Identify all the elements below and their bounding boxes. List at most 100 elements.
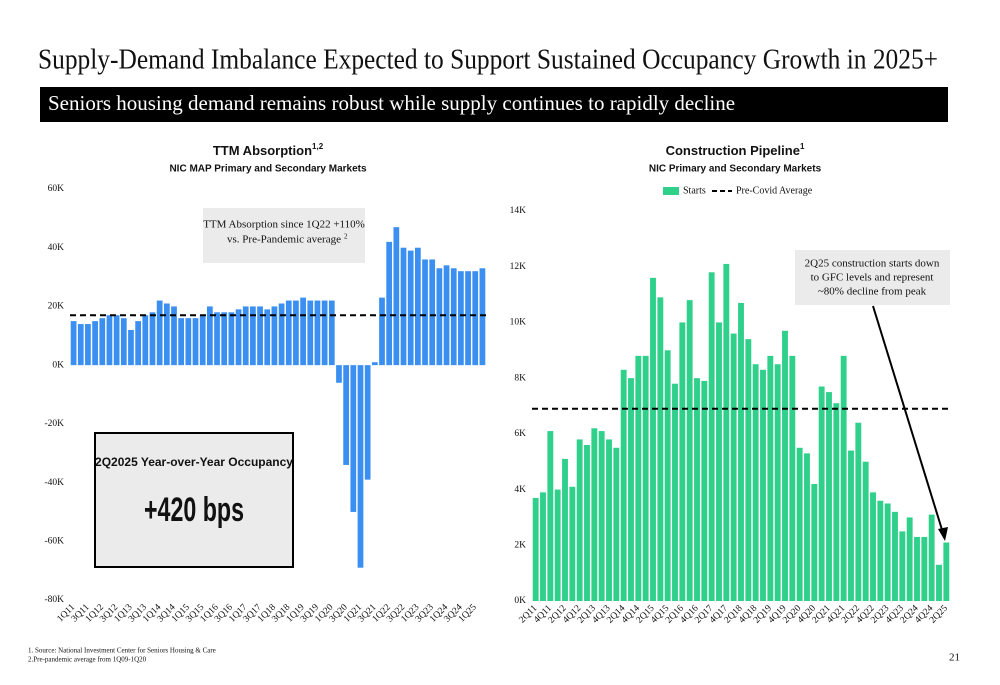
chart-subtitle: NIC Primary and Secondary Markets <box>649 164 822 175</box>
bar <box>708 272 715 601</box>
bar <box>185 318 192 366</box>
footnote: 2.Pre-pandemic average from 1Q09-1Q20 <box>28 656 147 664</box>
bar <box>716 322 722 601</box>
bar <box>642 355 649 601</box>
bar <box>620 369 627 601</box>
bar <box>407 250 414 366</box>
bar <box>242 306 249 366</box>
bar <box>113 315 120 366</box>
bar <box>767 355 774 601</box>
bar <box>472 271 479 366</box>
bar <box>436 268 443 366</box>
bar <box>92 321 98 366</box>
bar <box>694 378 700 601</box>
bar <box>364 365 371 480</box>
callout-label: 2Q2025 Year-over-Year Occupancy <box>95 455 293 469</box>
bar <box>804 453 810 601</box>
subtitle-bar <box>40 87 948 122</box>
bar <box>664 350 671 601</box>
arrow-head <box>938 527 948 541</box>
bar <box>120 318 127 366</box>
bar <box>285 300 292 366</box>
bar <box>400 247 407 366</box>
bar <box>199 315 206 366</box>
y-tick-label: 4K <box>514 485 526 495</box>
bar <box>314 300 321 366</box>
y-tick-label: 8K <box>514 373 526 383</box>
bar <box>163 303 170 366</box>
bar <box>386 241 393 366</box>
callout-box <box>94 432 294 568</box>
bar <box>350 365 357 512</box>
bar <box>70 321 77 366</box>
bar <box>657 297 664 601</box>
annotation-box <box>203 208 365 263</box>
callout-value: +420 bps <box>144 491 244 529</box>
bar <box>328 300 335 366</box>
annotation-text: 2Q25 construction starts down <box>805 258 940 270</box>
bar <box>635 355 642 601</box>
chart-title-sup: 1,2 <box>312 142 324 151</box>
bar <box>730 333 737 601</box>
y-tick-label: 40K <box>48 243 65 253</box>
bar <box>789 355 796 601</box>
chart-title-text: Construction Pipeline <box>666 143 800 158</box>
bar <box>650 277 656 601</box>
legend-swatch <box>663 187 679 195</box>
bar <box>178 318 185 366</box>
bar <box>752 364 759 601</box>
bar <box>77 324 84 366</box>
bar <box>884 503 891 601</box>
y-tick-label: 12K <box>510 262 527 272</box>
annotation-text: TTM Absorption since 1Q22 +110% <box>203 219 365 231</box>
annotation-text: to GFC levels and represent <box>811 272 934 284</box>
bar <box>221 312 228 366</box>
bar <box>745 339 752 601</box>
bar <box>738 302 744 601</box>
bar <box>293 300 299 366</box>
y-tick-label: -20K <box>44 419 64 429</box>
y-tick-label: -60K <box>44 536 64 546</box>
bar <box>458 271 464 366</box>
chart-subtitle: NIC MAP Primary and Secondary Markets <box>169 164 367 175</box>
annotation-text: vs. Pre-Pandemic average <box>227 234 341 246</box>
bar <box>672 383 678 601</box>
bar <box>591 428 598 601</box>
bar <box>192 318 199 366</box>
bar <box>782 330 788 601</box>
bar <box>840 355 847 601</box>
bar <box>343 365 350 465</box>
annotation-text: ~80% decline from peak <box>818 286 927 298</box>
page-number: 21 <box>949 652 960 664</box>
bar <box>899 531 906 601</box>
y-tick-label: -80K <box>44 595 64 605</box>
y-tick-label: 60K <box>48 184 65 194</box>
legend-label: Starts <box>683 185 706 196</box>
y-tick-label: 14K <box>510 206 527 216</box>
bar <box>300 297 306 366</box>
bar <box>250 306 256 366</box>
bar <box>379 297 385 366</box>
bar <box>862 461 869 601</box>
bar <box>99 318 106 366</box>
bar <box>554 489 561 601</box>
chart-title: Construction Pipeline1 <box>666 142 805 158</box>
bar <box>149 312 156 366</box>
chart-title-text: TTM Absorption <box>213 143 312 158</box>
bar <box>576 439 583 601</box>
y-tick-label: -40K <box>44 478 64 488</box>
bar <box>818 386 825 601</box>
bar <box>271 306 278 366</box>
bar <box>796 447 803 601</box>
bar <box>171 306 177 366</box>
bar <box>892 511 898 601</box>
bar <box>264 309 271 366</box>
bar <box>569 486 576 601</box>
y-tick-label: 6K <box>514 429 526 439</box>
chart-title-sup: 1 <box>800 142 805 151</box>
bar <box>85 324 91 366</box>
y-tick-label: 0K <box>514 596 526 606</box>
bar <box>855 422 862 601</box>
bar <box>393 227 400 366</box>
bar <box>443 265 450 366</box>
